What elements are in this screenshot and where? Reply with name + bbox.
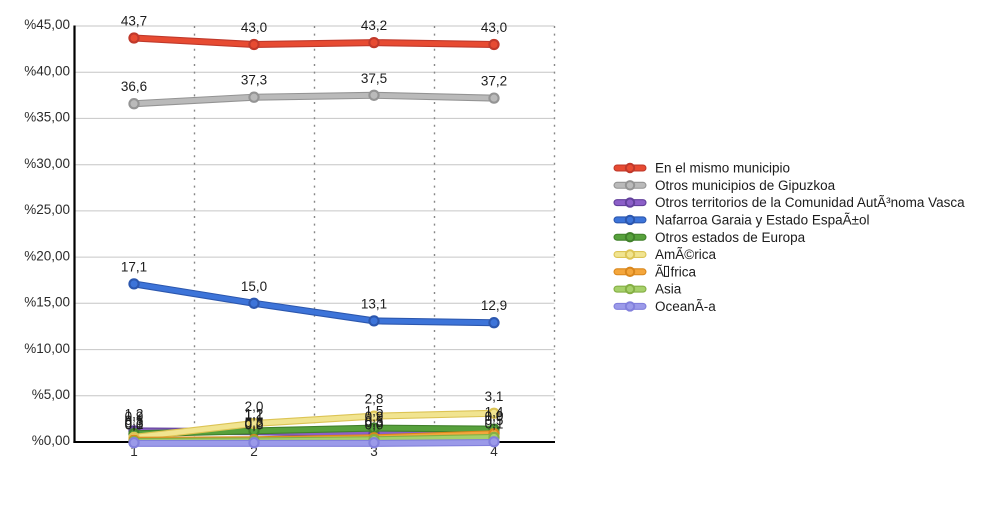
svg-text:%5,00: %5,00 (32, 387, 70, 402)
svg-text:%20,00: %20,00 (24, 248, 70, 263)
svg-text:37,5: 37,5 (361, 71, 387, 86)
svg-text:12,9: 12,9 (481, 298, 507, 313)
svg-text:4: 4 (490, 444, 498, 459)
svg-text:Nafarroa Garaia y Estado EspaÃ: Nafarroa Garaia y Estado EspaÃ±ol (655, 213, 870, 228)
svg-text:%40,00: %40,00 (24, 63, 70, 78)
svg-text:37,2: 37,2 (481, 74, 507, 89)
svg-text:3: 3 (370, 444, 378, 459)
svg-text:AmÃ©rica: AmÃ©rica (655, 247, 716, 262)
svg-text:15,0: 15,0 (241, 279, 267, 294)
svg-text:0,3: 0,3 (365, 415, 384, 430)
svg-text:0,1: 0,1 (125, 417, 144, 432)
svg-text:13,1: 13,1 (361, 296, 387, 311)
svg-text:0,1: 0,1 (485, 417, 504, 432)
svg-text:0,9: 0,9 (365, 409, 384, 424)
svg-text:2,8: 2,8 (365, 392, 384, 407)
svg-text:1,2: 1,2 (245, 406, 264, 421)
svg-text:0,9: 0,9 (485, 409, 504, 424)
svg-text:0,3: 0,3 (245, 415, 264, 430)
svg-text:Ã: Ã (655, 264, 664, 279)
svg-text:0,5: 0,5 (485, 413, 504, 428)
svg-text:0,0: 0,0 (365, 418, 384, 433)
svg-text:0,0: 0,0 (245, 418, 264, 433)
svg-text:0,0: 0,0 (125, 418, 144, 433)
svg-text:43,2: 43,2 (361, 18, 387, 33)
svg-text:1,4: 1,4 (485, 405, 504, 420)
svg-text:0,9: 0,9 (125, 409, 144, 424)
svg-text:0,5: 0,5 (365, 413, 384, 428)
svg-text:1,5: 1,5 (365, 404, 384, 419)
svg-text:2,0: 2,0 (245, 399, 264, 414)
svg-text:1,2: 1,2 (125, 406, 144, 421)
svg-text:Otros estados de Europa: Otros estados de Europa (655, 230, 806, 245)
svg-text:%30,00: %30,00 (24, 156, 70, 171)
svg-text:%10,00: %10,00 (24, 341, 70, 356)
svg-text:Otros municipios de Gipuzkoa: Otros municipios de Gipuzkoa (655, 178, 836, 193)
svg-text:0,5: 0,5 (125, 413, 144, 428)
svg-text:Otros territorios de la Comuni: Otros territorios de la Comunidad AutÃ³n… (655, 195, 965, 210)
svg-text:0,3: 0,3 (125, 416, 144, 431)
svg-text:%15,00: %15,00 (24, 295, 70, 310)
svg-text:36,6: 36,6 (121, 79, 147, 94)
svg-text:2: 2 (250, 444, 258, 459)
svg-text:1: 1 (130, 444, 138, 459)
svg-text:37,3: 37,3 (241, 73, 267, 88)
svg-text:OceanÃ-a: OceanÃ-a (655, 299, 716, 314)
svg-text:3,1: 3,1 (485, 389, 504, 404)
svg-text:%45,00: %45,00 (24, 17, 70, 32)
svg-text:Asia: Asia (655, 282, 682, 297)
svg-text:1,0: 1,0 (485, 408, 504, 423)
svg-text:0,2: 0,2 (245, 416, 264, 431)
svg-text:%25,00: %25,00 (24, 202, 70, 217)
svg-text:frica: frica (671, 264, 697, 279)
svg-text:43,7: 43,7 (121, 14, 147, 29)
svg-text:En el mismo municipio: En el mismo municipio (655, 161, 790, 176)
svg-text:43,0: 43,0 (481, 20, 507, 35)
svg-text:17,1: 17,1 (121, 259, 147, 274)
svg-text:1,1: 1,1 (245, 407, 264, 422)
svg-text:43,0: 43,0 (241, 20, 267, 35)
svg-text:%35,00: %35,00 (24, 110, 70, 125)
svg-text:%0,00: %0,00 (32, 433, 70, 448)
